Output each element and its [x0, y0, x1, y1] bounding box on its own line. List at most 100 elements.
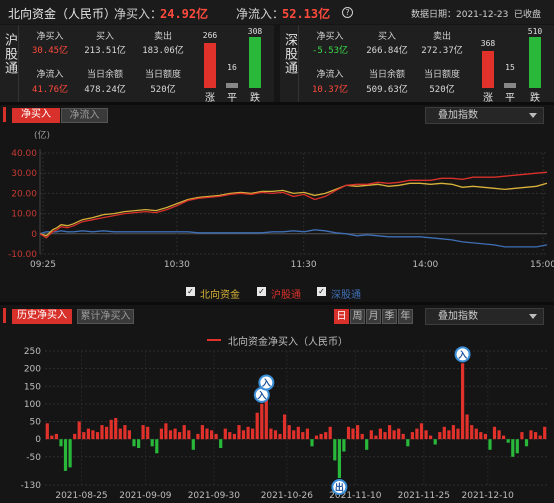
bar	[447, 430, 451, 440]
bar	[534, 432, 538, 440]
flat-label: 平	[505, 93, 515, 104]
y-tick-label: 0	[31, 230, 37, 240]
bar	[210, 430, 214, 440]
bar	[105, 426, 109, 440]
bar	[374, 435, 378, 440]
bar	[241, 430, 246, 440]
y-tick-label: 250	[24, 347, 41, 357]
legend-sz[interactable]: 深股通	[331, 290, 361, 301]
y-tick-label: 150	[24, 382, 41, 392]
bar	[196, 433, 200, 440]
bar	[150, 439, 154, 447]
overlay-index-label: 叠加指数	[438, 311, 478, 322]
bar	[283, 414, 287, 440]
bar	[319, 433, 323, 440]
overlay-index-label: 叠加指数	[438, 110, 478, 121]
bar	[114, 418, 118, 440]
overlay-index-dropdown[interactable]: 叠加指数	[425, 308, 544, 325]
panel-tag: 沪股通	[0, 25, 19, 102]
flat-bar	[226, 83, 238, 88]
bar	[168, 430, 173, 440]
quota-label: 当日额度	[144, 70, 181, 80]
x-tick-label: 2021-08-25	[55, 491, 107, 501]
net-inflow-value: 52.13亿	[282, 7, 331, 21]
bar	[296, 426, 300, 440]
bar	[292, 430, 296, 440]
bar	[182, 425, 186, 440]
bar	[543, 426, 547, 440]
balance-label: 当日余额	[86, 70, 123, 80]
summary-bar: 北向资金（人民币） 净买入： 24.92亿 净流入： 52.13亿 ? 数据日期…	[0, 0, 554, 24]
y-tick-label: 200	[24, 365, 41, 375]
checkbox-icon[interactable]: ✓	[257, 287, 266, 296]
bar	[456, 428, 460, 440]
bar	[127, 430, 131, 440]
period-year[interactable]: 年	[398, 309, 413, 324]
quota-label: 当日额度	[423, 70, 460, 80]
bar	[392, 430, 396, 440]
bar	[246, 426, 250, 440]
bar	[520, 432, 524, 440]
y-tick-label: -10.00	[8, 250, 37, 260]
period-day[interactable]: 日	[334, 309, 349, 324]
bar	[438, 432, 442, 440]
up-count: 368	[480, 39, 496, 48]
checkbox-icon[interactable]: ✓	[186, 287, 195, 296]
bar	[511, 439, 515, 457]
tab-net-buy[interactable]: 净买入	[12, 108, 60, 123]
bar	[419, 423, 424, 440]
bar	[328, 426, 332, 440]
bar	[118, 428, 122, 440]
legend-sh[interactable]: 沪股通	[271, 290, 301, 301]
legend-swatch	[207, 339, 221, 341]
y-tick-label: 10.00	[11, 210, 37, 220]
up-label: 涨	[483, 93, 493, 104]
down-bar	[249, 37, 261, 88]
x-tick-label: 2021-10-26	[261, 491, 314, 501]
y-tick-label: 100	[24, 400, 41, 410]
bar	[406, 439, 410, 447]
legend-north[interactable]: 北向资金	[200, 290, 240, 301]
bar	[483, 433, 487, 440]
x-tick-label: 2021-12-10	[462, 491, 515, 501]
bar	[82, 432, 86, 440]
period-month[interactable]: 月	[366, 309, 381, 324]
net-buy-label: 净买入	[36, 32, 64, 42]
down-label: 跌	[530, 93, 540, 104]
help-icon[interactable]: ?	[342, 7, 353, 18]
flow-marker-label: 入	[457, 350, 467, 361]
bar	[132, 439, 136, 447]
checkbox-icon[interactable]: ✓	[317, 287, 326, 296]
tab-cumulative-net-buy[interactable]: 累计净买入	[77, 309, 134, 324]
bar	[228, 432, 232, 440]
bar	[401, 433, 405, 440]
tab-history-net-buy[interactable]: 历史净买入	[12, 309, 72, 324]
bar	[237, 425, 241, 440]
net-buy-value: 24.92亿	[160, 7, 209, 21]
bar	[529, 430, 533, 440]
period-quarter[interactable]: 季	[382, 309, 397, 324]
bar	[488, 439, 492, 450]
down-label: 跌	[250, 93, 260, 104]
period-week[interactable]: 周	[350, 309, 365, 324]
bar	[388, 425, 392, 440]
x-tick-label: 15:00	[530, 260, 554, 270]
flow-marker-label: 入	[256, 390, 266, 401]
bar	[360, 433, 364, 440]
y-tick-label: 20.00	[11, 189, 37, 199]
buy-value: 213.51亿	[84, 46, 126, 56]
bar	[310, 439, 314, 447]
tab-net-inflow[interactable]: 净流入	[61, 108, 108, 123]
net-buy-value: 30.45亿	[31, 46, 69, 56]
flow-marker-label: 出	[335, 481, 344, 493]
bar	[305, 428, 309, 440]
history-section: 历史净买入 累计净买入 日 周 月 季 年 叠加指数 北向资金净买入（人民币）	[0, 305, 554, 503]
overlay-index-dropdown[interactable]: 叠加指数	[425, 107, 544, 124]
down-bar	[529, 37, 541, 88]
y-tick-label: 30.00	[11, 169, 37, 179]
bar	[314, 435, 319, 440]
balance-value: 509.63亿	[366, 85, 408, 95]
up-label: 涨	[205, 93, 215, 104]
up-bar	[482, 51, 494, 88]
bar	[515, 439, 519, 454]
